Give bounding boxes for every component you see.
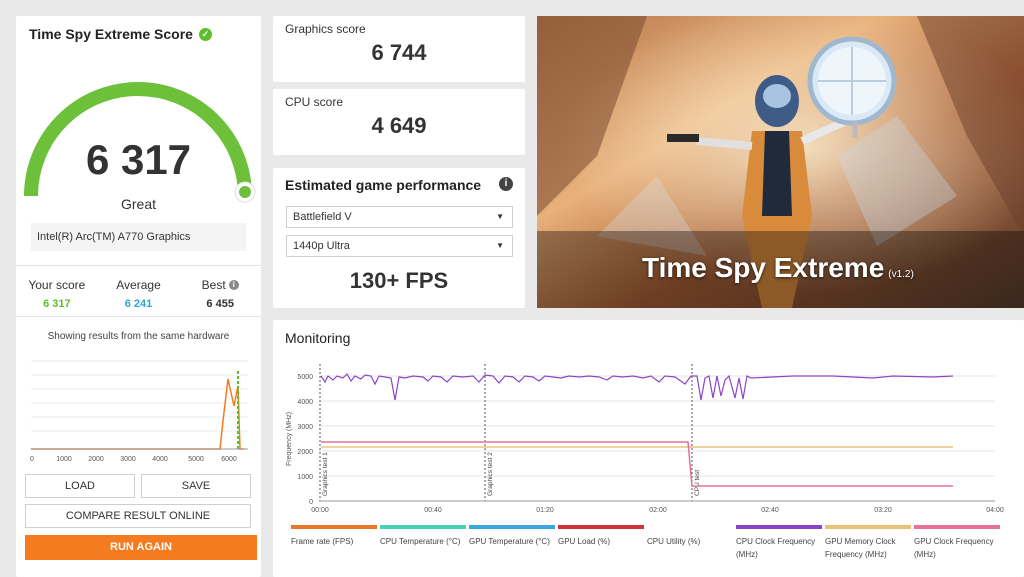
cpu-score-value: 4 649	[371, 113, 427, 138]
monitor-grid	[319, 375, 995, 502]
save-button[interactable]: SAVE	[141, 474, 251, 498]
hist-tick: 0	[30, 456, 34, 463]
legend-gpu-temperature[interactable]: GPU Temperature (°C)	[469, 525, 555, 548]
check-icon: ✓	[198, 27, 212, 41]
hist-tick: 4000	[152, 456, 168, 463]
benchmark-banner: Time Spy Extreme (v1.2)	[537, 16, 1024, 308]
banner-artwork	[537, 16, 1024, 308]
x-tick: 02:00	[649, 507, 667, 514]
x-tick: 00:00	[311, 507, 329, 514]
legend-swatch	[825, 525, 911, 529]
series-cpu-clock	[320, 373, 954, 401]
legend-swatch	[469, 525, 555, 529]
graphics-score-value: 6 744	[371, 40, 427, 65]
average-stat: Average 6 241	[116, 278, 161, 310]
cpu-score-label: CPU score	[285, 95, 344, 109]
gauge-arc	[24, 82, 252, 197]
x-tick: 04:00	[986, 507, 1004, 514]
legend-frame-rate[interactable]: Frame rate (FPS)	[291, 525, 377, 548]
x-tick: 03:20	[874, 507, 892, 514]
score-title: Time Spy Extreme Score ✓	[29, 26, 212, 42]
legend-swatch	[291, 525, 377, 529]
info-icon[interactable]: i	[499, 177, 513, 191]
marker-graphics-test-2: Graphics test 2	[487, 452, 494, 496]
legend-cpu-temperature[interactable]: CPU Temperature (°C)	[380, 525, 466, 548]
histogram-grid	[31, 360, 248, 432]
series-gpu-clock	[321, 441, 953, 487]
y-tick: 2000	[297, 449, 313, 456]
game-performance-title: Estimated game performance	[285, 177, 482, 193]
score-distribution-chart: 0 1000 2000 3000 4000 5000 6000	[30, 360, 248, 463]
marker-graphics-test-1: Graphics test 1	[322, 452, 329, 496]
legend-gpu-clock[interactable]: GPU Clock Frequency (MHz)	[914, 525, 1000, 561]
estimated-fps: 130+ FPS	[349, 268, 449, 293]
x-tick: 02:40	[761, 507, 779, 514]
preset-select[interactable]: 1440p Ultra ▼	[286, 235, 513, 257]
hist-tick: 6000	[221, 456, 237, 463]
y-tick: 1000	[297, 474, 313, 481]
score-rating: Great	[120, 196, 156, 212]
your-score-stat: Your score 6 317	[28, 278, 86, 310]
score-gauge	[24, 82, 256, 203]
caret-down-icon: ▼	[496, 212, 504, 221]
legend-gpu-memory-clock[interactable]: GPU Memory Clock Frequency (MHz)	[825, 525, 911, 561]
legend-swatch	[558, 525, 644, 529]
legend-swatch	[647, 525, 733, 529]
compare-online-button[interactable]: COMPARE RESULT ONLINE	[25, 504, 251, 528]
x-tick: 00:40	[424, 507, 442, 514]
y-tick: 5000	[297, 374, 313, 381]
test-markers	[319, 364, 693, 501]
same-hardware-note: Showing results from the same hardware	[47, 331, 230, 342]
legend-cpu-utility[interactable]: CPU Utility (%)	[647, 525, 733, 548]
gauge-knob-dot	[239, 186, 251, 198]
hist-tick: 3000	[120, 456, 136, 463]
hist-tick: 1000	[56, 456, 72, 463]
banner-title: Time Spy Extreme (v1.2)	[642, 252, 914, 283]
y-tick: 3000	[297, 424, 313, 431]
legend-swatch	[380, 525, 466, 529]
monitoring-card: Monitoring Graphics test 1 Graphics test…	[273, 320, 1024, 577]
hardware-name: Intel(R) Arc(TM) A770 Graphics	[31, 223, 246, 251]
load-button[interactable]: LOAD	[25, 474, 135, 498]
monitoring-title: Monitoring	[285, 330, 351, 346]
overall-score: 6 317	[85, 136, 192, 183]
y-tick: 0	[309, 499, 313, 506]
marker-cpu-test: CPU test	[694, 470, 701, 496]
y-axis-label: Frequency (MHz)	[286, 412, 293, 466]
cpu-score-card: CPU score 4 649	[273, 89, 525, 155]
best-stat: Best i 6 455	[179, 278, 261, 310]
legend-gpu-load[interactable]: GPU Load (%)	[558, 525, 644, 548]
divider	[16, 316, 261, 317]
score-card: Time Spy Extreme Score ✓ 6 317 Great Int…	[16, 16, 261, 577]
y-tick: 4000	[297, 399, 313, 406]
game-performance-card: Estimated game performance i Battlefield…	[273, 168, 525, 308]
x-tick: 01:20	[536, 507, 554, 514]
divider	[16, 265, 261, 266]
legend-swatch	[736, 525, 822, 529]
info-icon[interactable]: i	[228, 280, 239, 290]
monitoring-legend: Frame rate (FPS) CPU Temperature (°C) GP…	[291, 525, 1011, 575]
caret-down-icon: ▼	[496, 241, 504, 250]
hist-tick: 2000	[88, 456, 104, 463]
monitor-x-ticks: 00:00 00:40 01:20 02:00 02:40 03:20 04:0…	[311, 507, 1004, 514]
score-stats: Your score 6 317 Average 6 241 Best i 6 4…	[16, 278, 261, 310]
graphics-score-card: Graphics score 6 744	[273, 16, 525, 82]
monitor-y-ticks: 5000 4000 3000 2000 1000 0	[297, 374, 313, 506]
monitoring-chart: Graphics test 1 Graphics test 2 CPU test…	[286, 364, 1004, 514]
hist-tick: 5000	[188, 456, 204, 463]
run-again-button[interactable]: RUN AGAIN	[25, 535, 257, 560]
legend-cpu-clock[interactable]: CPU Clock Frequency (MHz)	[736, 525, 822, 561]
graphics-score-label: Graphics score	[285, 22, 366, 36]
game-select[interactable]: Battlefield V ▼	[286, 206, 513, 228]
legend-swatch	[914, 525, 1000, 529]
